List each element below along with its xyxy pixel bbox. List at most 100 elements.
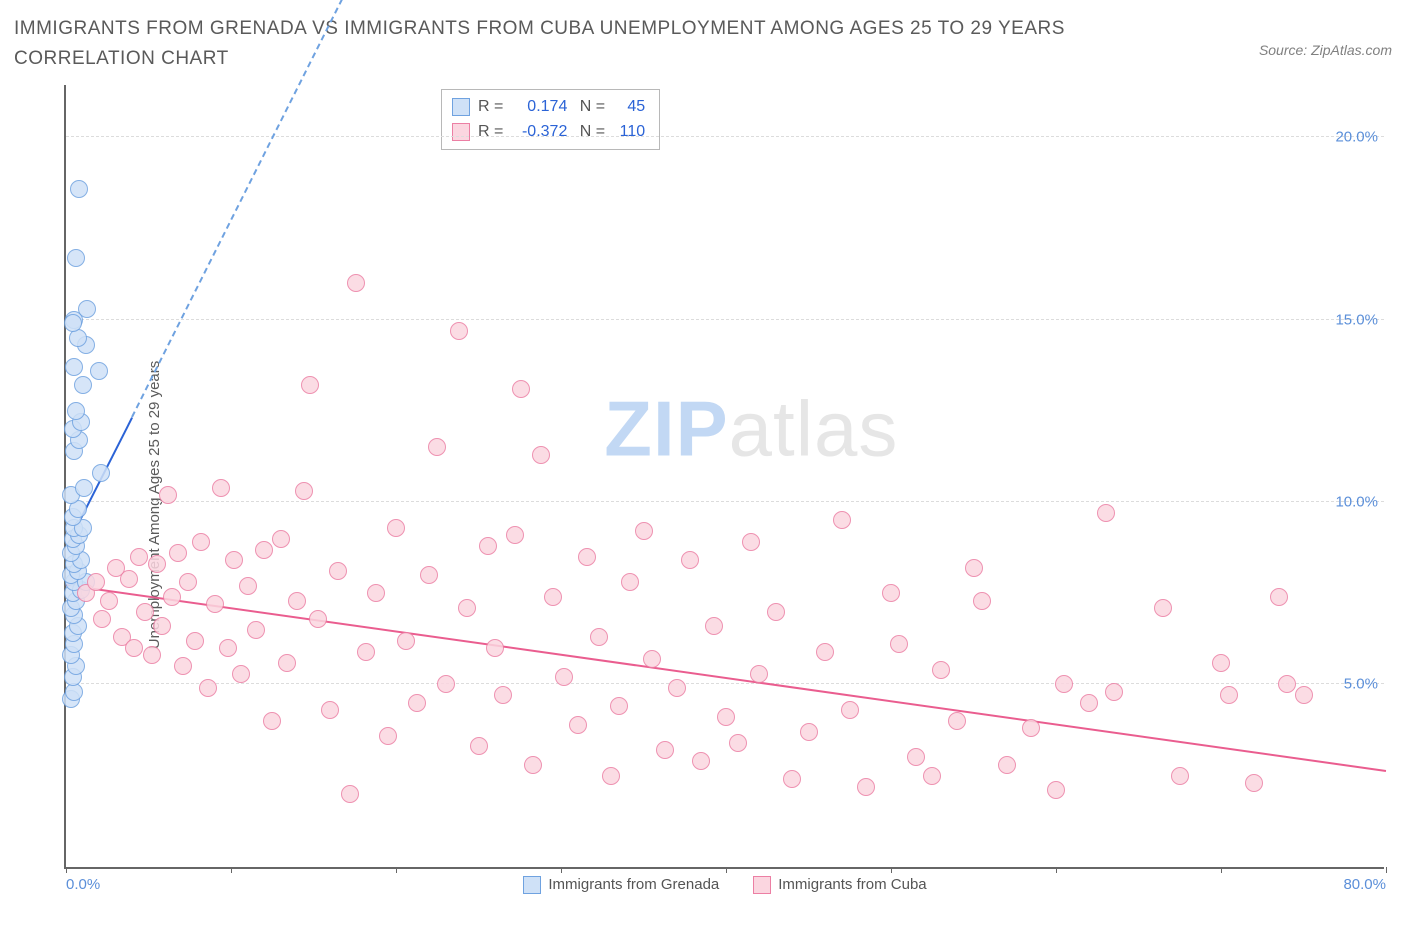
ytick-label: 10.0%	[1335, 494, 1378, 511]
data-point	[206, 595, 224, 613]
data-point	[705, 617, 723, 635]
data-point	[65, 358, 83, 376]
data-point	[357, 643, 375, 661]
xtick	[891, 867, 892, 873]
data-point	[255, 541, 273, 559]
chart-container: Unemployment Among Ages 25 to 29 years Z…	[14, 79, 1392, 899]
stat-n-value-0: 45	[613, 95, 645, 120]
data-point	[494, 686, 512, 704]
data-point	[239, 577, 257, 595]
data-point	[1080, 694, 1098, 712]
data-point	[143, 646, 161, 664]
data-point	[428, 438, 446, 456]
legend-swatch-0	[523, 876, 541, 894]
data-point	[948, 712, 966, 730]
data-point	[681, 551, 699, 569]
data-point	[524, 756, 542, 774]
stats-panel: R = 0.174 N = 45 R = -0.372 N = 110	[441, 89, 660, 151]
data-point	[67, 402, 85, 420]
data-point	[882, 584, 900, 602]
data-point	[397, 632, 415, 650]
chart-title: IMMIGRANTS FROM GRENADA VS IMMIGRANTS FR…	[14, 14, 1114, 75]
data-point	[800, 723, 818, 741]
data-point	[750, 665, 768, 683]
data-point	[379, 727, 397, 745]
stats-swatch-0	[452, 98, 470, 116]
data-point	[767, 603, 785, 621]
stat-r-value-0: 0.174	[511, 95, 567, 120]
data-point	[923, 767, 941, 785]
xtick	[231, 867, 232, 873]
data-point	[125, 639, 143, 657]
data-point	[635, 522, 653, 540]
data-point	[621, 573, 639, 591]
legend-label-0: Immigrants from Grenada	[548, 876, 719, 893]
data-point	[833, 511, 851, 529]
data-point	[120, 570, 138, 588]
gridline-h	[66, 319, 1384, 320]
data-point	[272, 530, 290, 548]
data-point	[729, 734, 747, 752]
data-point	[70, 180, 88, 198]
stats-row-0: R = 0.174 N = 45	[452, 95, 645, 120]
data-point	[301, 376, 319, 394]
data-point	[329, 562, 347, 580]
data-point	[232, 665, 250, 683]
data-point	[263, 712, 281, 730]
data-point	[341, 785, 359, 803]
data-point	[1097, 504, 1115, 522]
data-point	[932, 661, 950, 679]
data-point	[199, 679, 217, 697]
data-point	[965, 559, 983, 577]
gridline-h	[66, 501, 1384, 502]
data-point	[857, 778, 875, 796]
data-point	[555, 668, 573, 686]
data-point	[458, 599, 476, 617]
data-point	[75, 479, 93, 497]
data-point	[1212, 654, 1230, 672]
data-point	[1278, 675, 1296, 693]
data-point	[148, 555, 166, 573]
stat-n-value-1: 110	[613, 120, 645, 145]
data-point	[1055, 675, 1073, 693]
data-point	[74, 376, 92, 394]
data-point	[186, 632, 204, 650]
data-point	[321, 701, 339, 719]
data-point	[78, 300, 96, 318]
data-point	[783, 770, 801, 788]
xtick	[1056, 867, 1057, 873]
data-point	[532, 446, 550, 464]
stat-r-value-1: -0.372	[511, 120, 567, 145]
data-point	[1047, 781, 1065, 799]
xtick	[561, 867, 562, 873]
data-point	[64, 314, 82, 332]
xtick	[1221, 867, 1222, 873]
data-point	[219, 639, 237, 657]
data-point	[742, 533, 760, 551]
legend: Immigrants from Grenada Immigrants from …	[66, 876, 1384, 894]
data-point	[437, 675, 455, 693]
data-point	[92, 464, 110, 482]
stat-n-label: N =	[575, 95, 605, 120]
data-point	[1295, 686, 1313, 704]
stat-n-label: N =	[575, 120, 605, 145]
data-point	[93, 610, 111, 628]
xtick-label: 80.0%	[1343, 876, 1386, 893]
watermark-part1: ZIP	[604, 384, 728, 472]
data-point	[1245, 774, 1263, 792]
data-point	[225, 551, 243, 569]
data-point	[890, 635, 908, 653]
data-point	[717, 708, 735, 726]
data-point	[295, 482, 313, 500]
data-point	[590, 628, 608, 646]
xtick	[66, 867, 67, 873]
data-point	[169, 544, 187, 562]
xtick	[1386, 867, 1387, 873]
data-point	[610, 697, 628, 715]
data-point	[1220, 686, 1238, 704]
watermark: ZIPatlas	[604, 383, 898, 474]
data-point	[998, 756, 1016, 774]
stats-swatch-1	[452, 123, 470, 141]
data-point	[486, 639, 504, 657]
data-point	[136, 603, 154, 621]
